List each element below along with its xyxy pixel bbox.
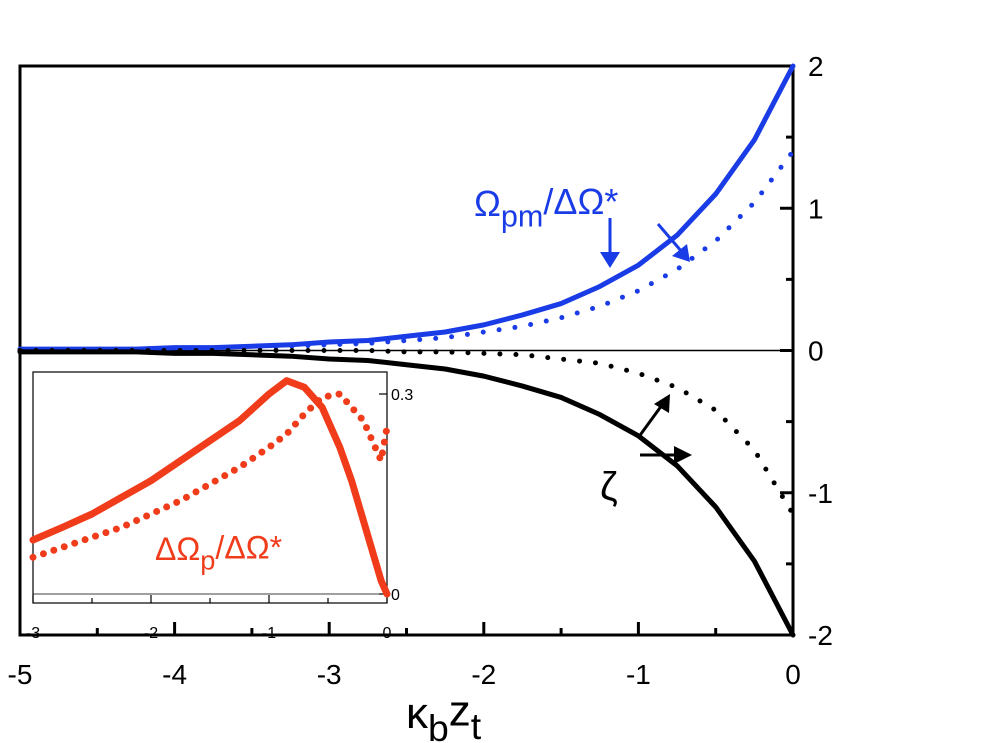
text-part: Ω [474, 183, 501, 224]
x-tick-label: -3 [317, 659, 342, 690]
text-part: /ΔΩ [215, 529, 269, 565]
plot-frame [32, 371, 388, 604]
arrowhead [600, 252, 620, 268]
arrows [600, 218, 692, 464]
annotation: Ωpm/ΔΩ* [474, 181, 618, 234]
y-tick-label: 2 [808, 51, 824, 82]
x-tick-label: -4 [162, 659, 187, 690]
x-tick-label: -1 [626, 659, 651, 690]
annotation: ζ [600, 465, 618, 509]
text-part: κ [406, 689, 429, 738]
arrowhead [674, 446, 692, 464]
x-tick-label: 0 [785, 659, 801, 690]
y-tick-label: 0.3 [391, 387, 413, 404]
x-tick-label: -3 [26, 625, 40, 642]
solid-curve [29, 377, 391, 598]
y-tick-label: -1 [808, 478, 833, 509]
x-tick-label: 0 [383, 625, 392, 642]
x-tick-label: -5 [8, 659, 33, 690]
y-tick-label: 0 [391, 587, 400, 604]
text-part: b [428, 707, 449, 743]
text-part: * [270, 529, 282, 565]
arrowhead [654, 394, 670, 413]
text-part: pm [501, 200, 544, 234]
annotation: ΔΩp/ΔΩ* [155, 529, 282, 575]
x-tick-label: -1 [262, 625, 276, 642]
x-tick-label: -2 [471, 659, 496, 690]
arrowhead [672, 244, 690, 262]
text-part: /ΔΩ [543, 181, 604, 222]
x-axis-title: κbzt [406, 687, 482, 743]
y-tick-label: 1 [808, 193, 824, 224]
text-part: t [471, 705, 482, 743]
dotted-curve [29, 390, 391, 561]
x-tick-label: -2 [144, 625, 158, 642]
text-part: ζ [600, 465, 618, 509]
dotted-curve [17, 348, 796, 517]
text-part: * [604, 181, 618, 222]
y-tick-label: 0 [808, 336, 824, 367]
inset-plot: -3 -2 -1 0 0 0.3 ΔΩp/ΔΩ* [26, 371, 413, 642]
arrow [636, 404, 664, 439]
text-part: p [200, 545, 215, 576]
y-tick-label: -2 [808, 620, 833, 651]
text-part: z [449, 687, 471, 736]
arrow [656, 223, 684, 253]
text-part: ΔΩ [155, 531, 200, 567]
